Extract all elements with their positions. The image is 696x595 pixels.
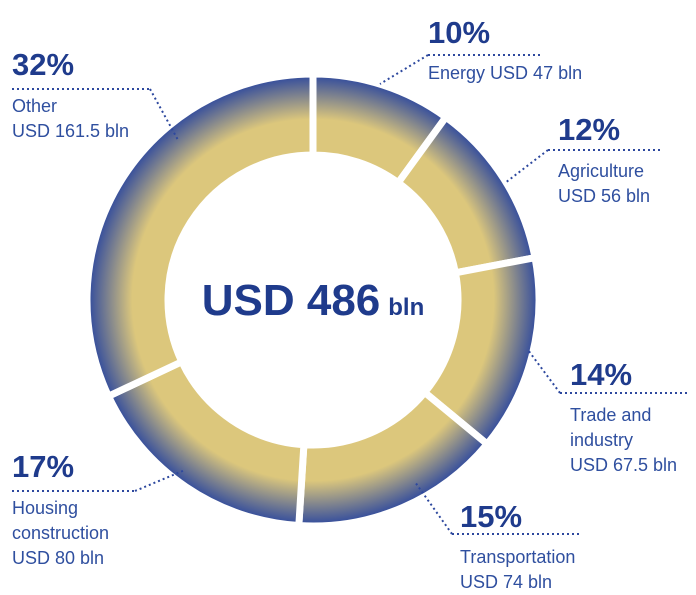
category-label: Other [12, 96, 58, 116]
amount-label: USD 47 bln [490, 63, 583, 83]
amount-label: USD 74 bln [460, 572, 553, 592]
percent-label: 14% [570, 358, 632, 392]
amount-label: USD 80 bln [12, 548, 105, 568]
center-label: USD 486 [201, 276, 381, 325]
center-unit: bln [388, 294, 425, 321]
percent-text: 15% [460, 499, 523, 534]
leader-line [379, 54, 429, 85]
leader-line [134, 469, 186, 492]
percent-text: 12% [558, 112, 621, 147]
segment-label: Energy USD 47 bln [428, 61, 688, 86]
percent-label: 10% [428, 16, 490, 50]
segment-label: Other USD 161.5 bln [12, 94, 172, 144]
category-label: Agriculture [558, 161, 645, 181]
category-label: Housing construction [12, 498, 110, 543]
amount-label: USD 161.5 bln [12, 121, 130, 141]
amount-label: USD 56 bln [558, 186, 651, 206]
donut-segment [83, 70, 317, 401]
segment-label: Agriculture USD 56 bln [558, 159, 688, 209]
percent-text: 14% [570, 357, 633, 392]
leader-line [414, 481, 453, 535]
center-total: USD 486 bln [113, 276, 513, 326]
percent-text: 17% [12, 449, 75, 484]
leader-line [527, 349, 561, 394]
percent-text: 32% [12, 47, 75, 82]
percent-label: 32% [12, 48, 74, 82]
percent-label: 15% [460, 500, 522, 534]
percent-label: 17% [12, 450, 74, 484]
segment-label: Housing construction USD 80 bln [12, 496, 152, 571]
percent-text: 10% [428, 15, 491, 50]
category-label: Transportation [460, 547, 576, 567]
leader-line [504, 149, 549, 184]
category-label: Trade and industry [570, 405, 652, 450]
segment-label: Trade and industry USD 67.5 bln [570, 403, 685, 478]
segment-label: Transportation USD 74 bln [460, 545, 660, 595]
category-label: Energy [428, 63, 486, 83]
amount-label: USD 67.5 bln [570, 455, 678, 475]
percent-label: 12% [558, 113, 620, 147]
